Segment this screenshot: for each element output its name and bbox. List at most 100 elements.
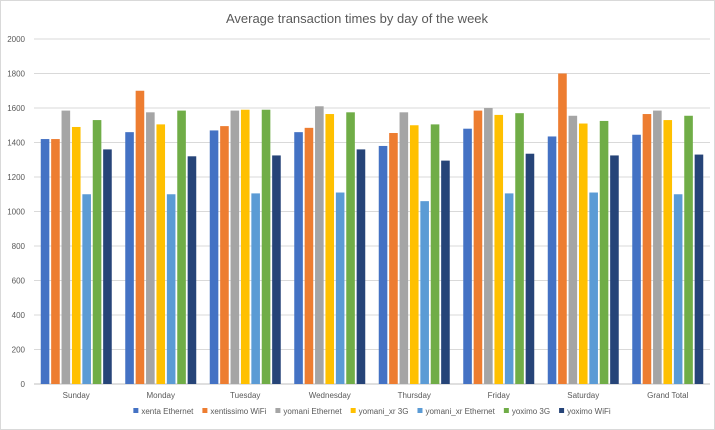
bar bbox=[409, 125, 419, 384]
bar bbox=[51, 139, 60, 384]
bar bbox=[484, 108, 493, 384]
legend-item: yomani_xr 3G bbox=[350, 407, 409, 416]
legend-label: yoximo 3G bbox=[512, 407, 550, 416]
bar bbox=[346, 112, 355, 384]
legend-label: yomani_xr Ethernet bbox=[425, 407, 495, 416]
legend-swatch bbox=[275, 408, 281, 413]
bar bbox=[356, 149, 366, 384]
bar bbox=[420, 201, 429, 384]
bar bbox=[684, 115, 693, 384]
legend-swatch bbox=[202, 408, 208, 413]
bar bbox=[135, 90, 145, 384]
bar bbox=[335, 192, 345, 384]
legend-item: yoximo 3G bbox=[503, 407, 550, 416]
bar bbox=[166, 194, 176, 384]
y-tick-label: 400 bbox=[12, 311, 26, 320]
y-tick-label: 1000 bbox=[7, 208, 25, 217]
x-axis-category-labels: Sunday Monday Tuesday Wednesday Thursday Frid… bbox=[63, 391, 689, 400]
bar bbox=[632, 134, 641, 384]
bar bbox=[156, 124, 166, 384]
x-tick-label: Grand Total bbox=[647, 391, 688, 400]
bar bbox=[40, 139, 50, 384]
bar bbox=[504, 193, 514, 384]
legend-swatch bbox=[417, 408, 423, 413]
x-tick-label: Monday bbox=[147, 391, 175, 400]
legend-item: yoximo WiFi bbox=[559, 407, 611, 416]
bar bbox=[558, 73, 567, 384]
bar bbox=[209, 130, 219, 384]
bar bbox=[568, 115, 578, 384]
x-tick-label: Tuesday bbox=[230, 391, 260, 400]
bar bbox=[187, 156, 197, 384]
y-tick-label: 200 bbox=[12, 346, 26, 355]
bar bbox=[71, 126, 81, 384]
bar bbox=[673, 194, 683, 384]
legend-item: yomani_xr Ethernet bbox=[417, 407, 496, 416]
bar bbox=[304, 127, 314, 385]
bar bbox=[663, 120, 673, 384]
bar bbox=[399, 112, 409, 384]
legend-label: yomani Ethernet bbox=[283, 407, 342, 416]
y-tick-label: 2000 bbox=[7, 35, 25, 44]
bar bbox=[378, 145, 388, 384]
legend-label: yoximo WiFi bbox=[567, 407, 611, 416]
x-tick-label: Friday bbox=[488, 391, 510, 400]
bar bbox=[251, 193, 260, 384]
bar bbox=[463, 128, 472, 384]
y-tick-label: 600 bbox=[12, 277, 26, 286]
bar bbox=[103, 149, 112, 384]
x-tick-label: Sunday bbox=[63, 391, 90, 400]
legend-swatch bbox=[133, 408, 139, 413]
bar bbox=[589, 192, 598, 384]
chart-title: Average transaction times by day of the … bbox=[226, 11, 489, 26]
bar bbox=[92, 120, 102, 384]
bar bbox=[525, 153, 535, 384]
bar bbox=[441, 160, 450, 384]
legend-swatch bbox=[503, 408, 509, 413]
legend-label: yomani_xr 3G bbox=[359, 407, 409, 416]
x-tick-label: Saturday bbox=[567, 391, 599, 400]
bar bbox=[642, 114, 652, 384]
bar bbox=[578, 123, 588, 385]
bar bbox=[220, 126, 229, 385]
bar bbox=[653, 110, 662, 385]
x-tick-label: Wednesday bbox=[309, 391, 351, 400]
bar bbox=[177, 110, 186, 385]
legend-item: xentissimo WiFi bbox=[202, 407, 267, 416]
bar bbox=[230, 110, 240, 385]
y-tick-label: 1200 bbox=[7, 173, 25, 182]
gridlines bbox=[34, 38, 710, 385]
bar bbox=[494, 114, 504, 385]
bars bbox=[40, 73, 704, 385]
y-tick-label: 1400 bbox=[7, 139, 25, 148]
bar bbox=[261, 109, 271, 384]
legend-label: xenta Ethernet bbox=[141, 407, 194, 416]
y-tick-label: 1800 bbox=[7, 70, 25, 79]
bar bbox=[473, 110, 483, 385]
y-axis-tick-labels: 0 200 400 600 800 1000 1200 1400 1600 1800 2000 bbox=[7, 35, 25, 389]
bar bbox=[547, 136, 557, 384]
bar bbox=[61, 110, 71, 385]
y-tick-label: 0 bbox=[21, 380, 26, 389]
bar bbox=[294, 132, 303, 384]
bar bbox=[325, 114, 335, 384]
bar bbox=[610, 155, 619, 384]
bar bbox=[240, 109, 250, 384]
bar bbox=[515, 113, 524, 385]
bar bbox=[599, 120, 609, 384]
legend-swatch bbox=[350, 408, 356, 413]
bar bbox=[389, 133, 398, 384]
y-tick-label: 800 bbox=[12, 242, 26, 251]
x-tick-label: Thursday bbox=[398, 391, 431, 400]
bar bbox=[82, 194, 91, 384]
bar bbox=[315, 106, 324, 385]
bar bbox=[125, 132, 134, 384]
legend-swatch bbox=[559, 408, 565, 413]
bar bbox=[694, 154, 704, 384]
bar bbox=[272, 155, 281, 384]
bar bbox=[146, 112, 155, 384]
legend-label: xentissimo WiFi bbox=[210, 407, 266, 416]
legend-item: xenta Ethernet bbox=[133, 407, 194, 416]
